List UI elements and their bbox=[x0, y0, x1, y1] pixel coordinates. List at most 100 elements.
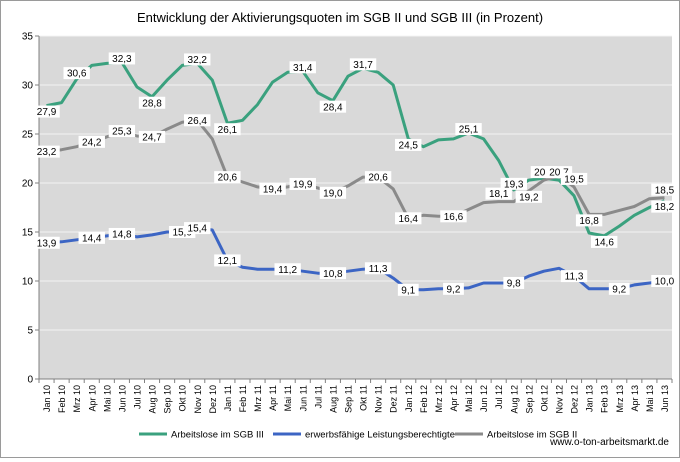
data-label: 31,7 bbox=[349, 58, 377, 71]
data-label-text: 10,0 bbox=[655, 277, 675, 288]
data-label: 24,5 bbox=[395, 138, 422, 152]
data-label-text: 19,2 bbox=[519, 192, 539, 203]
data-label-bg bbox=[33, 236, 60, 249]
x-tick-label: Mai 11 bbox=[283, 385, 293, 411]
x-tick-label: Jan 10 bbox=[42, 385, 52, 412]
data-label: 16,6 bbox=[440, 210, 467, 223]
data-label: 10,0 bbox=[651, 275, 678, 288]
x-tick-label: Jan 13 bbox=[585, 385, 595, 412]
data-label: 31,4 bbox=[289, 61, 316, 74]
data-label-bg bbox=[289, 177, 316, 190]
data-label: 19,0 bbox=[319, 186, 347, 199]
data-label-bg bbox=[443, 282, 464, 295]
data-label-bg bbox=[485, 187, 512, 200]
data-label-text: 27,9 bbox=[37, 107, 57, 118]
data-label: 9,8 bbox=[503, 276, 525, 290]
data-label-text: 23,2 bbox=[37, 147, 57, 158]
x-tick-label: Nov 11 bbox=[374, 385, 384, 413]
data-label-text: 28,8 bbox=[142, 98, 162, 109]
x-tick-label: Feb 11 bbox=[238, 385, 248, 412]
data-label-bg bbox=[184, 53, 211, 66]
x-tick-label: Sep 10 bbox=[163, 385, 173, 414]
data-label: 11,3 bbox=[364, 262, 392, 275]
data-label-text: 15,0 bbox=[172, 228, 192, 239]
chart-title: Entwicklung der Aktivierungsquoten im SG… bbox=[137, 10, 543, 25]
data-label-bg bbox=[289, 61, 316, 74]
data-label-text: 9,2 bbox=[612, 284, 626, 295]
data-label: 26,4 bbox=[184, 114, 211, 127]
x-tick-label: Jul 10 bbox=[132, 385, 142, 409]
data-label-bg bbox=[259, 182, 286, 195]
y-tick-label: 0 bbox=[27, 375, 33, 386]
y-tick-label: 20 bbox=[22, 179, 34, 190]
x-tick-label: Mai 13 bbox=[645, 385, 655, 412]
y-tick-label: 25 bbox=[22, 130, 34, 141]
source-credit: www.o-ton-arbeitsmarkt.de bbox=[549, 437, 669, 448]
data-label-bg bbox=[274, 263, 301, 276]
x-tick-label: Mrz 13 bbox=[615, 385, 625, 413]
x-tick-label: Sep 11 bbox=[343, 385, 353, 413]
data-label: 19,3 bbox=[500, 177, 527, 190]
data-label-bg bbox=[440, 210, 467, 223]
data-label-bg bbox=[108, 125, 136, 138]
x-tick-label: Mrz 12 bbox=[434, 385, 444, 413]
data-labels: 27,9 30,6 32,3 28,8 32,2 26,1 31,4 28,4 31,7 24,5… bbox=[33, 52, 678, 296]
data-label: 25,3 bbox=[108, 125, 136, 138]
x-tick-label: Mai 12 bbox=[464, 385, 474, 412]
data-label: 9,1 bbox=[397, 283, 419, 296]
data-label-bg bbox=[33, 145, 60, 158]
data-label-bg bbox=[319, 186, 347, 199]
x-tick-label: Jul 12 bbox=[494, 385, 504, 409]
data-label-text: 30,6 bbox=[67, 69, 87, 80]
data-label-text: 20,3 bbox=[534, 168, 554, 179]
series-line-2 bbox=[46, 226, 665, 292]
data-label-text: 24,7 bbox=[142, 133, 162, 144]
legend-label-1: Arbeitslose im SGB III bbox=[171, 430, 264, 441]
data-label: 15,4 bbox=[184, 222, 211, 235]
data-label-text: 24,5 bbox=[399, 141, 419, 152]
data-label-text: 20,6 bbox=[368, 173, 388, 184]
y-tick-label: 10 bbox=[22, 277, 34, 288]
data-label-bg bbox=[651, 275, 678, 287]
x-tick-label: Dez 12 bbox=[570, 385, 580, 414]
data-label-text: 32,2 bbox=[188, 55, 208, 66]
x-tick-label: Nov 10 bbox=[193, 385, 203, 414]
data-label-text: 28,4 bbox=[323, 102, 343, 113]
x-tick-label: Jun 12 bbox=[479, 385, 489, 412]
data-label-text: 19,3 bbox=[504, 179, 524, 190]
data-label-bg bbox=[364, 171, 392, 184]
data-label-bg bbox=[214, 254, 241, 267]
data-label: 20,6 bbox=[214, 171, 241, 184]
data-label: 16,4 bbox=[395, 212, 422, 225]
y-axis: 0 5 10 15 20 25 30 35 bbox=[22, 32, 40, 386]
data-label: 19,5 bbox=[560, 172, 588, 186]
x-tick-label: Apr 12 bbox=[449, 385, 459, 412]
x-axis: Jan 10 Feb 10 Mrz 10 Apr 10 Mai 10 Jun 10 Jul … bbox=[38, 379, 673, 414]
data-label: 14,6 bbox=[590, 235, 618, 249]
x-tick-label: Sep 12 bbox=[524, 385, 534, 414]
x-tick-label: Apr 11 bbox=[268, 385, 278, 411]
data-label-bg bbox=[395, 138, 422, 151]
data-label: 10,8 bbox=[319, 267, 347, 280]
data-label-bg bbox=[33, 105, 60, 118]
x-tick-label: Feb 13 bbox=[600, 385, 610, 413]
x-tick-label: Nov 12 bbox=[554, 385, 564, 414]
data-label: 16,8 bbox=[575, 214, 603, 227]
data-label-text: 26,1 bbox=[218, 125, 238, 136]
data-label-text: 20,6 bbox=[218, 173, 238, 184]
data-label-bg bbox=[108, 227, 136, 240]
data-label-bg bbox=[78, 135, 105, 148]
data-label: 20,6 bbox=[364, 171, 392, 184]
data-label-text: 16,8 bbox=[579, 216, 599, 227]
data-label: 19,4 bbox=[259, 182, 286, 195]
data-label: 32,2 bbox=[184, 53, 211, 66]
data-label: 32,3 bbox=[108, 52, 136, 65]
data-label-bg bbox=[319, 100, 347, 113]
data-label-text: 31,4 bbox=[293, 63, 313, 74]
x-tick-label: Aug 12 bbox=[509, 385, 519, 414]
y-tick-label: 5 bbox=[27, 326, 33, 337]
data-label-bg bbox=[397, 283, 419, 296]
data-label-text: 13,9 bbox=[37, 238, 57, 249]
data-label-bg bbox=[138, 96, 166, 109]
